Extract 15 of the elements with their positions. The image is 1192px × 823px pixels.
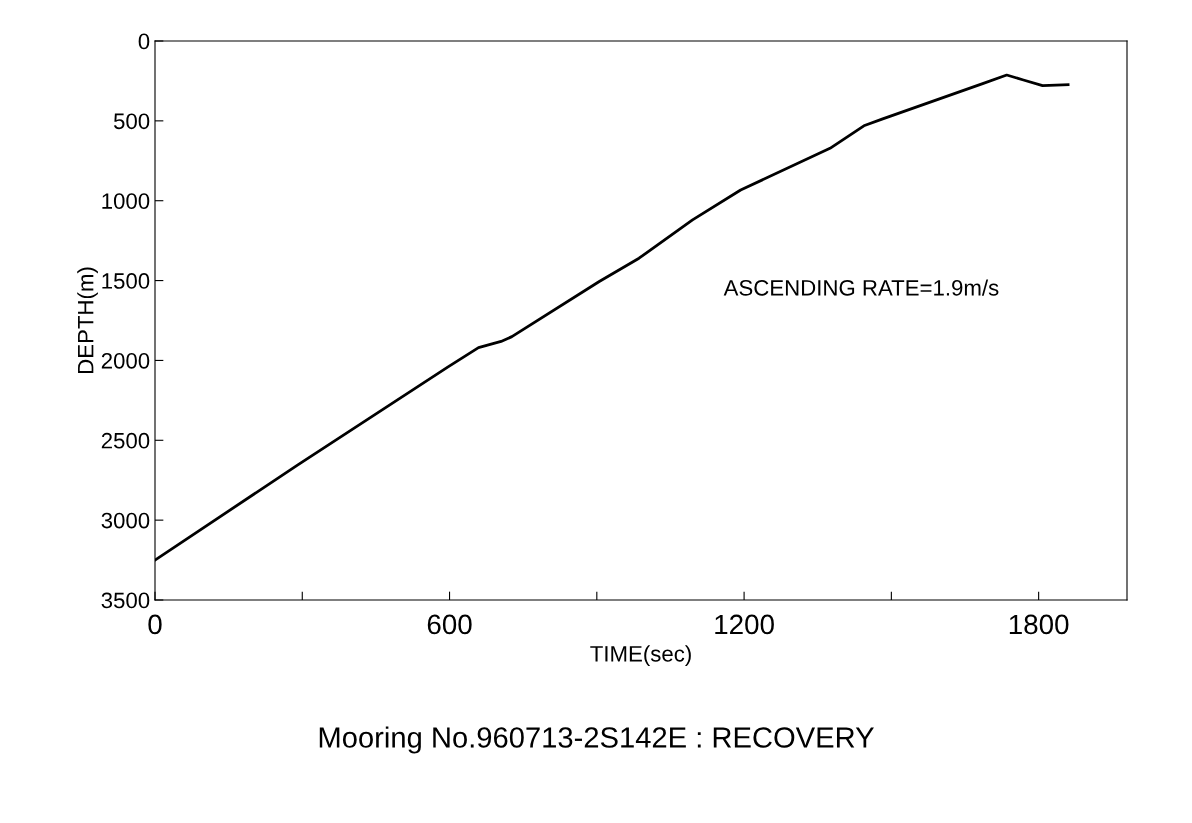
- y-tick-label: 1500: [102, 273, 150, 289]
- y-tick-label: 0: [138, 33, 150, 50]
- y-tick-label: 1000: [102, 193, 150, 209]
- text: Mooring No.960713-2S142E : RECOVERY: [319, 726, 874, 754]
- y-tick-label: 2000: [101, 352, 150, 369]
- annotation: ASCENDING RATE=1.9m/s: [723, 279, 999, 296]
- y-axis-title: DEPTH(m): [77, 267, 98, 373]
- y-tick-label: 3500: [101, 592, 150, 609]
- x-tick-label: 1200: [715, 614, 774, 635]
- x-axis-title: TIME(sec): [590, 645, 691, 667]
- x-tick-label: 1800: [1009, 614, 1069, 635]
- y-tick-label: 500: [113, 113, 150, 130]
- y-tick-label: 2500: [101, 432, 150, 449]
- x-tick-label: 600: [427, 614, 472, 635]
- y-tick-label: 3000: [101, 512, 150, 529]
